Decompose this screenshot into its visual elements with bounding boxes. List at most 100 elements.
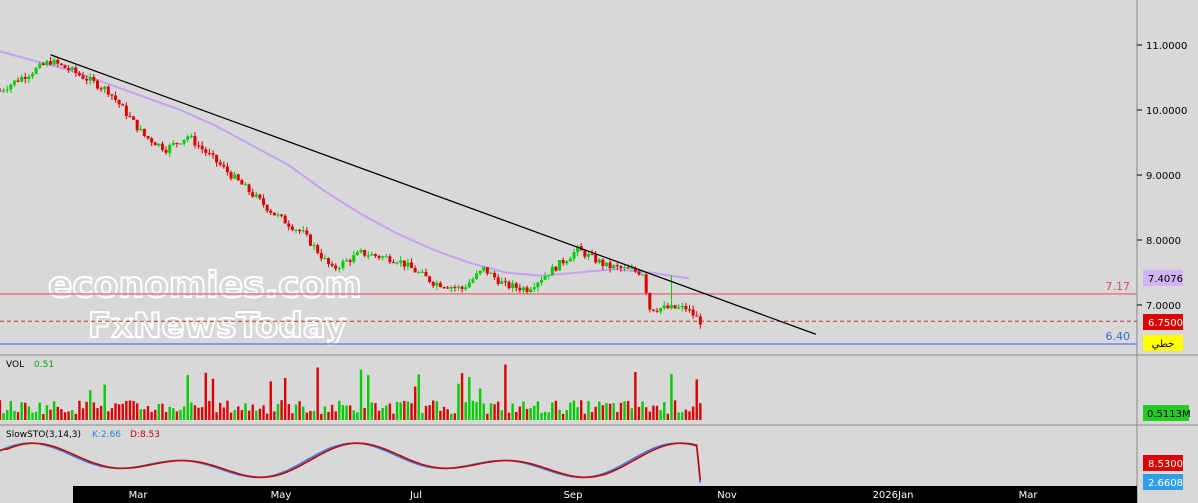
x-axis-bar xyxy=(0,486,1137,503)
volume-bar xyxy=(114,403,117,420)
volume-bar xyxy=(699,403,702,420)
volume-bar xyxy=(580,400,583,420)
volume-bar xyxy=(316,367,319,420)
volume-bar xyxy=(515,411,518,420)
candle-body xyxy=(20,77,24,82)
candle-body xyxy=(330,264,334,266)
volume-bar xyxy=(71,410,74,420)
candle-body xyxy=(359,249,363,253)
drawing-tool-badge[interactable] xyxy=(1143,335,1183,351)
candle-body xyxy=(312,245,316,247)
volume-bar xyxy=(89,390,92,420)
candle-body xyxy=(623,267,627,269)
price-panel xyxy=(0,50,1137,345)
candle-body xyxy=(81,75,85,79)
volume-bar xyxy=(291,413,294,420)
candle-body xyxy=(644,274,648,293)
candle-body xyxy=(493,272,497,278)
candle-body xyxy=(565,261,569,264)
volume-bar xyxy=(565,410,568,420)
candle-body xyxy=(179,143,182,145)
volume-bar xyxy=(493,404,496,420)
candle-body xyxy=(197,145,201,147)
candle-body xyxy=(114,95,118,100)
candle-body xyxy=(88,77,92,81)
candle-body xyxy=(280,214,284,216)
volume-bar xyxy=(27,406,31,420)
volume-bar xyxy=(450,413,453,420)
y-tick-label: 7.0000 xyxy=(1146,301,1181,312)
support-level-label: 6.40 xyxy=(1106,330,1131,343)
candle-body xyxy=(550,266,554,276)
candle-body xyxy=(117,99,121,105)
ma-value-badge xyxy=(1143,270,1183,286)
candle-body xyxy=(518,287,522,291)
volume-bar xyxy=(78,400,81,420)
candle-body xyxy=(160,143,164,150)
candle-body xyxy=(164,149,168,153)
volume-bar xyxy=(345,405,348,420)
volume-bar xyxy=(352,410,355,420)
volume-bar xyxy=(179,409,182,420)
candle-body xyxy=(435,282,439,286)
volume-bar xyxy=(157,404,161,420)
candle-body xyxy=(641,274,645,276)
volume-bar xyxy=(110,408,114,420)
x-tick-label: Nov xyxy=(717,490,737,501)
volume-bar xyxy=(31,412,34,420)
y-axis: 11.0000 10.0000 9.0000 8.0000 7.0000 xyxy=(1137,41,1187,312)
candle-body xyxy=(438,282,442,288)
volume-bar xyxy=(24,402,27,420)
candle-body xyxy=(489,272,493,274)
stochastic-panel xyxy=(0,442,702,483)
volume-bar xyxy=(139,409,142,420)
candle-body xyxy=(637,271,641,275)
volume-bar xyxy=(154,409,157,420)
volume-bar xyxy=(608,403,612,420)
volume-bar xyxy=(186,375,189,420)
candle-body xyxy=(543,276,547,280)
resistance-level-label: 7.17 xyxy=(1106,280,1131,293)
volume-bar xyxy=(128,400,132,420)
candle-body xyxy=(612,265,616,269)
volume-bar xyxy=(648,411,651,420)
last-price-text: 6.7500 xyxy=(1148,318,1183,329)
volume-bar xyxy=(63,412,67,420)
candle-body xyxy=(500,281,504,284)
candle-body xyxy=(503,281,507,283)
candle-body xyxy=(2,90,6,92)
candle-body xyxy=(103,86,107,89)
candle-body xyxy=(554,266,558,271)
candle-body xyxy=(290,226,294,230)
volume-bar xyxy=(464,402,467,420)
volume-bar xyxy=(302,406,305,420)
volume-bar xyxy=(215,412,218,420)
candle-body xyxy=(225,166,229,173)
volume-axis-text: 0.5113M xyxy=(1147,409,1191,420)
candle-body xyxy=(604,262,608,266)
volume-bar xyxy=(377,410,381,420)
volume-panel xyxy=(0,364,702,420)
volume-bar xyxy=(478,388,482,420)
volume-bar xyxy=(471,400,475,420)
volume-bar xyxy=(359,369,363,420)
y-tick-label: 11.0000 xyxy=(1146,41,1187,52)
candle-body xyxy=(218,162,222,165)
candle-body xyxy=(695,315,699,317)
candle-body xyxy=(633,268,637,272)
volume-bar xyxy=(265,413,269,420)
x-tick-label: Sep xyxy=(564,490,583,501)
volume-bar xyxy=(193,405,197,420)
candle-body xyxy=(182,139,186,144)
volume-bar xyxy=(406,401,410,420)
volume-bar xyxy=(558,409,561,420)
volume-bar xyxy=(525,408,529,420)
volume-bar xyxy=(504,364,507,420)
candle-body xyxy=(269,210,273,213)
candle-body xyxy=(460,286,464,290)
volume-bar xyxy=(45,405,49,420)
candle-body xyxy=(85,78,89,81)
candle-body xyxy=(121,104,125,106)
volume-bar xyxy=(135,403,139,420)
